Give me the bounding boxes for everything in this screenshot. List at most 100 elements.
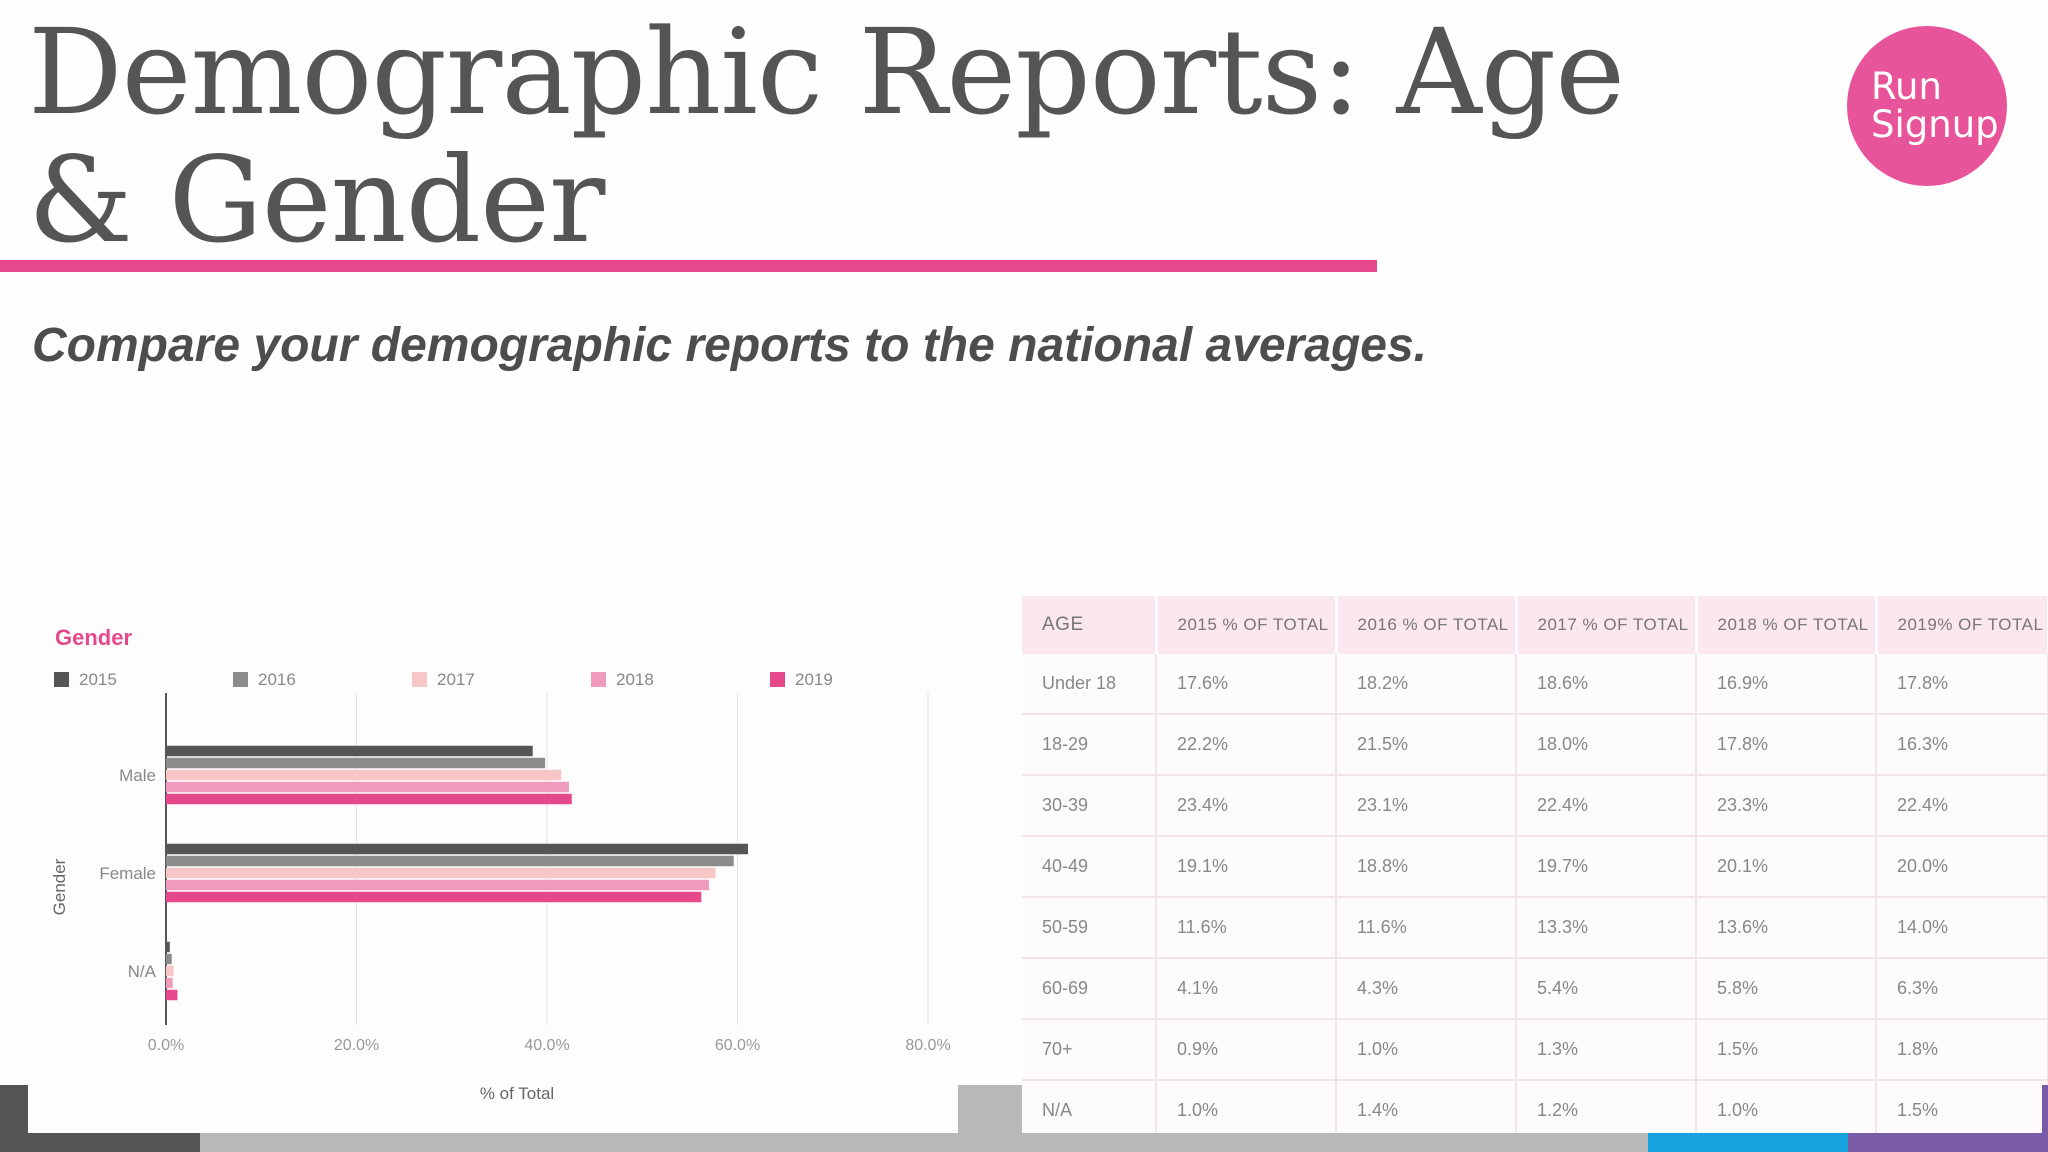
legend-label: 2019 [795, 670, 833, 689]
chart-title: Gender [55, 625, 132, 650]
table-cell: 6.3% [1876, 958, 2048, 1020]
table-cell: 5.8% [1696, 958, 1877, 1020]
table-cell: 18.6% [1516, 654, 1697, 715]
table-cell: 1.5% [1696, 1019, 1877, 1081]
bar [166, 867, 716, 879]
bar [166, 989, 178, 1001]
table-cell: 18.8% [1336, 836, 1517, 898]
table-cell: 60-69 [1022, 958, 1157, 1020]
table-cell: 22.4% [1876, 775, 2048, 837]
bar [166, 793, 572, 805]
y-tick-label: Male [119, 766, 156, 785]
footer-bar-segment [1648, 1133, 1848, 1152]
table-row: 70+ 0.9% 1.0% 1.3% 1.5% 1.8% [1022, 1019, 2048, 1081]
table-cell: 1.0% [1336, 1019, 1517, 1081]
table-row: 50-59 11.6% 11.6% 13.3% 13.6% 14.0% [1022, 897, 2048, 959]
legend-label: 2018 [616, 670, 654, 689]
table-cell: 17.8% [1876, 654, 2048, 715]
logo-line-2: Signup [1871, 103, 1999, 146]
table-header-cell: 2019% OF TOTAL [1876, 596, 2048, 654]
legend-label: 2017 [437, 670, 475, 689]
bar [166, 879, 709, 891]
table-cell: 13.3% [1516, 897, 1697, 959]
table-row: 30-39 23.4% 23.1% 22.4% 23.3% 22.4% [1022, 775, 2048, 837]
legend-swatch [770, 672, 785, 687]
table-row: 40-49 19.1% 18.8% 19.7% 20.1% 20.0% [1022, 836, 2048, 898]
bar [166, 769, 562, 781]
footer-gray-block [958, 1085, 1022, 1133]
footer-dark-block [0, 1085, 28, 1133]
table-cell: 20.0% [1876, 836, 2048, 898]
table-cell: 4.3% [1336, 958, 1517, 1020]
table-body: Under 18 17.6% 18.2% 18.6% 16.9% 17.8% 18-29 22… [1022, 654, 2048, 1136]
table-cell: 30-39 [1022, 775, 1157, 837]
table-cell: 18.2% [1336, 654, 1517, 715]
table-cell: 5.4% [1516, 958, 1697, 1020]
y-tick-label: N/A [128, 962, 157, 981]
age-table: AGE 2015 % OF TOTAL 2016 % OF TOTAL 2017 % … [1022, 596, 2048, 1136]
x-tick-label: 60.0% [715, 1037, 760, 1054]
y-tick-label: Female [99, 864, 156, 883]
table-cell: 19.7% [1516, 836, 1697, 898]
title-underline [0, 260, 1377, 272]
table-cell: 18-29 [1022, 714, 1157, 776]
bar [166, 745, 533, 757]
table-row: 18-29 22.2% 21.5% 18.0% 17.8% 16.3% [1022, 714, 2048, 776]
bar [166, 941, 170, 953]
bar [166, 757, 546, 769]
footer-bar-segment [200, 1133, 1648, 1152]
footer-bar-segment [0, 1133, 200, 1152]
x-tick-label: 0.0% [148, 1037, 184, 1054]
legend-label: 2015 [79, 670, 117, 689]
table-cell: 16.9% [1696, 654, 1877, 715]
table-header-cell: 2017 % OF TOTAL [1516, 596, 1698, 654]
table-row: N/A 1.0% 1.4% 1.2% 1.0% 1.5% [1022, 1080, 2048, 1136]
table-cell: 14.0% [1876, 897, 2048, 959]
table-cell: 1.0% [1696, 1080, 1877, 1136]
table-header-cell: 2018 % OF TOTAL [1696, 596, 1878, 654]
x-axis-title: % of Total [480, 1084, 554, 1103]
x-tick-label: 40.0% [524, 1037, 569, 1054]
table-cell: 19.1% [1156, 836, 1337, 898]
table-cell: 1.0% [1156, 1080, 1337, 1136]
table-cell: 1.4% [1336, 1080, 1517, 1136]
table-cell: 18.0% [1516, 714, 1697, 776]
footer-bar-segment [1848, 1133, 2048, 1152]
age-table-container: AGE 2015 % OF TOTAL 2016 % OF TOTAL 2017 % … [1022, 596, 2048, 1136]
table-cell: 40-49 [1022, 836, 1157, 898]
table-cell: 0.9% [1156, 1019, 1337, 1081]
footer-purple-edge [2042, 1085, 2048, 1133]
y-axis-title: Gender [50, 858, 69, 915]
bar [166, 843, 748, 855]
table-header-cell: 2016 % OF TOTAL [1336, 596, 1518, 654]
table-cell: 17.8% [1696, 714, 1877, 776]
table-cell: 11.6% [1336, 897, 1517, 959]
table-cell: 1.3% [1516, 1019, 1697, 1081]
table-cell: 17.6% [1156, 654, 1337, 715]
bar [166, 781, 569, 793]
table-cell: 23.4% [1156, 775, 1337, 837]
table-cell: 70+ [1022, 1019, 1157, 1081]
table-cell: 50-59 [1022, 897, 1157, 959]
x-tick-label: 20.0% [334, 1037, 379, 1054]
legend-swatch [591, 672, 606, 687]
table-cell: 21.5% [1336, 714, 1517, 776]
table-cell: Under 18 [1022, 654, 1157, 715]
table-cell: 16.3% [1876, 714, 2048, 776]
table-cell: 22.4% [1516, 775, 1697, 837]
bar [166, 953, 172, 965]
table-cell: 23.3% [1696, 775, 1877, 837]
slide-subtitle: Compare your demographic reports to the … [32, 319, 1427, 372]
bar [166, 855, 734, 867]
legend-label: 2016 [258, 670, 296, 689]
bar [166, 965, 174, 977]
table-cell: 13.6% [1696, 897, 1877, 959]
x-tick-label: 80.0% [905, 1037, 950, 1054]
legend-swatch [233, 672, 248, 687]
table-row: Under 18 17.6% 18.2% 18.6% 16.9% 17.8% [1022, 654, 2048, 715]
slide-title: Demographic Reports: Age & Gender [28, 3, 1625, 269]
bar [166, 977, 173, 989]
table-cell: 11.6% [1156, 897, 1337, 959]
table-header-cell: 2015 % OF TOTAL [1156, 596, 1338, 654]
table-cell: 1.2% [1516, 1080, 1697, 1136]
